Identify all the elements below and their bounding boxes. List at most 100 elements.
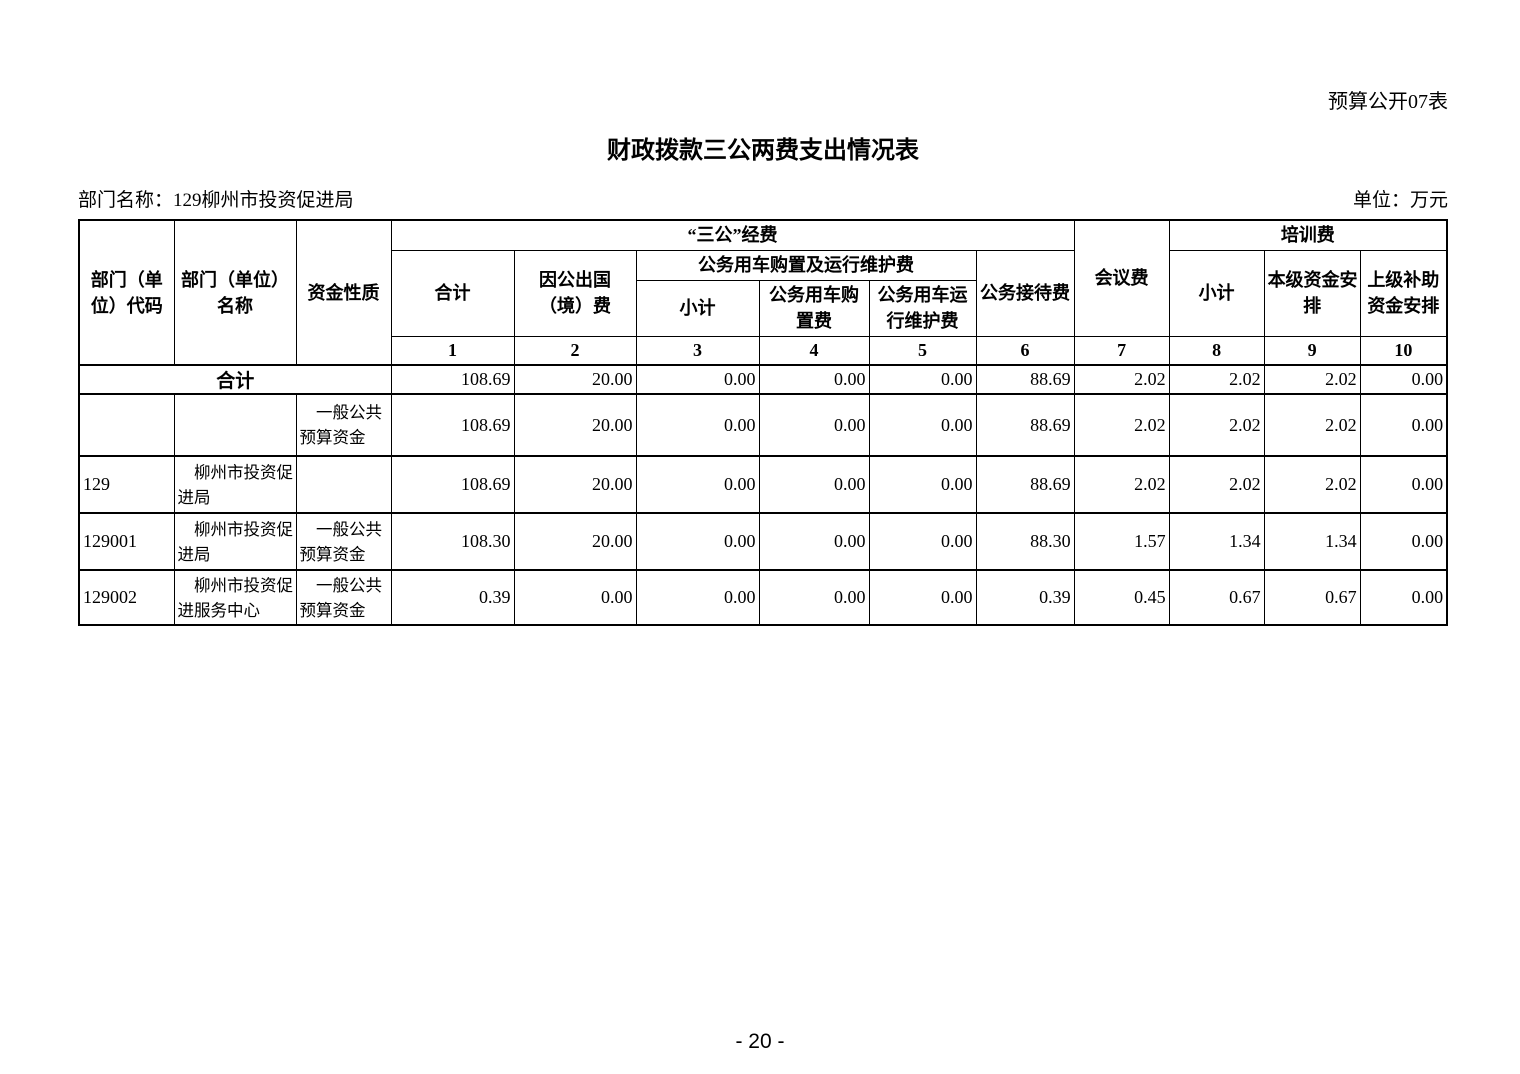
cell-dept-name: 柳州市投资促 进局 xyxy=(173,512,297,571)
cell-value: 2.02 xyxy=(1168,364,1265,395)
document-page: 预算公开07表 财政拨款三公两费支出情况表 部门名称：129柳州市投资促进局 单… xyxy=(78,91,1449,626)
cell-value: 0.00 xyxy=(513,569,637,626)
cell-value: 88.69 xyxy=(975,393,1075,457)
cell-value: 108.30 xyxy=(390,512,515,571)
header-total: 合计 xyxy=(390,249,515,337)
cell-value: 0.00 xyxy=(635,364,760,395)
cell-value: 88.30 xyxy=(975,512,1075,571)
cell-value: 0.00 xyxy=(758,569,870,626)
column-number: 1 xyxy=(390,335,515,366)
header-fund-type: 资金性质 xyxy=(295,219,392,366)
header-training-superior: 上级补助 资金安排 xyxy=(1359,249,1448,337)
cell-value: 0.00 xyxy=(868,455,977,514)
cell-value: 0.00 xyxy=(758,393,870,457)
cell-value: 20.00 xyxy=(513,455,637,514)
header-abroad-fee: 因公出国 （境）费 xyxy=(513,249,637,337)
cell-value: 20.00 xyxy=(513,364,637,395)
cell-value: 88.69 xyxy=(975,455,1075,514)
cell-value: 108.69 xyxy=(390,455,515,514)
page-title: 财政拨款三公两费支出情况表 xyxy=(607,138,919,164)
header-dept-code: 部门（单 位）代码 xyxy=(78,219,175,366)
cell-value: 2.02 xyxy=(1073,455,1170,514)
cell-fund-type: 一般公共 预算资金 xyxy=(295,393,392,457)
header-dept-name: 部门（单位） 名称 xyxy=(173,219,297,366)
cell-value: 0.00 xyxy=(868,569,977,626)
cell-value: 88.69 xyxy=(975,364,1075,395)
header-group-sangong: “三公”经费 xyxy=(390,219,1075,251)
cell-value: 0.00 xyxy=(758,512,870,571)
expenditure-table: 部门（单 位）代码 部门（单位） 名称 资金性质 “三公”经费 会议费 培训费 … xyxy=(78,219,1449,626)
cell-value: 0.39 xyxy=(975,569,1075,626)
cell-value: 2.02 xyxy=(1263,455,1361,514)
column-number: 8 xyxy=(1168,335,1265,366)
header-training-local: 本级资金安 排 xyxy=(1263,249,1361,337)
cell-dept-name: 柳州市投资促 进服务中心 xyxy=(173,569,297,626)
cell-value: 0.00 xyxy=(635,393,760,457)
header-group-training: 培训费 xyxy=(1168,219,1448,251)
cell-value: 1.34 xyxy=(1263,512,1361,571)
unit-label: 单位：万元 xyxy=(1352,190,1448,211)
cell-value: 108.69 xyxy=(390,393,515,457)
cell-value: 20.00 xyxy=(513,393,637,457)
column-number: 9 xyxy=(1263,335,1361,366)
table-row: 129001 柳州市投资促 进局 一般公共 预算资金 108.30 20.00 … xyxy=(78,512,1448,571)
cell-value: 2.02 xyxy=(1263,393,1361,457)
cell-value: 0.00 xyxy=(868,512,977,571)
column-number: 6 xyxy=(975,335,1075,366)
cell-value: 0.00 xyxy=(635,512,760,571)
cell-value: 0.00 xyxy=(1359,364,1448,395)
cell-value: 0.00 xyxy=(758,364,870,395)
cell-dept-code xyxy=(78,393,175,457)
cell-value: 0.00 xyxy=(1359,569,1448,626)
cell-fund-type: 一般公共 预算资金 xyxy=(295,512,392,571)
cell-dept-code: 129002 xyxy=(78,569,175,626)
header-vehicle-purchase: 公务用车购 置费 xyxy=(758,279,870,337)
cell-value: 0.00 xyxy=(1359,512,1448,571)
column-number: 2 xyxy=(513,335,637,366)
cell-value: 2.02 xyxy=(1168,455,1265,514)
header-training-subtotal: 小计 xyxy=(1168,249,1265,337)
total-row: 合计 108.69 20.00 0.00 0.00 0.00 88.69 2.0… xyxy=(78,364,1448,395)
header-vehicle-maintenance: 公务用车运 行维护费 xyxy=(868,279,977,337)
meta-row: 部门名称：129柳州市投资促进局 单位：万元 xyxy=(78,188,1448,214)
total-row-label: 合计 xyxy=(78,364,392,395)
cell-fund-type: 一般公共 预算资金 xyxy=(295,569,392,626)
cell-value: 20.00 xyxy=(513,512,637,571)
cell-value: 0.67 xyxy=(1263,569,1361,626)
column-number: 7 xyxy=(1073,335,1170,366)
cell-value: 0.45 xyxy=(1073,569,1170,626)
column-number: 10 xyxy=(1359,335,1448,366)
sheet-label: 预算公开07表 xyxy=(1328,91,1448,113)
header-vehicle-subtotal: 小计 xyxy=(635,279,760,337)
cell-fund-type xyxy=(295,455,392,514)
cell-dept-name xyxy=(173,393,297,457)
column-number: 4 xyxy=(758,335,870,366)
column-number: 5 xyxy=(868,335,977,366)
cell-value: 1.34 xyxy=(1168,512,1265,571)
cell-value: 0.39 xyxy=(390,569,515,626)
cell-dept-name: 柳州市投资促 进局 xyxy=(173,455,297,514)
cell-value: 108.69 xyxy=(390,364,515,395)
cell-value: 0.00 xyxy=(868,364,977,395)
header-meeting-fee: 会议费 xyxy=(1073,219,1170,337)
cell-value: 2.02 xyxy=(1168,393,1265,457)
cell-dept-code: 129001 xyxy=(78,512,175,571)
cell-value: 0.67 xyxy=(1168,569,1265,626)
cell-value: 0.00 xyxy=(635,569,760,626)
cell-value: 0.00 xyxy=(1359,455,1448,514)
page-number: - 20 - xyxy=(735,1030,785,1053)
cell-value: 2.02 xyxy=(1073,364,1170,395)
department-name-label: 部门名称：129柳州市投资促进局 xyxy=(78,190,354,211)
cell-value: 1.57 xyxy=(1073,512,1170,571)
cell-value: 2.02 xyxy=(1073,393,1170,457)
cell-value: 2.02 xyxy=(1263,364,1361,395)
cell-value: 0.00 xyxy=(635,455,760,514)
cell-dept-code: 129 xyxy=(78,455,175,514)
table-row: 一般公共 预算资金 108.69 20.00 0.00 0.00 0.00 88… xyxy=(78,393,1448,457)
table-row: 129002 柳州市投资促 进服务中心 一般公共 预算资金 0.39 0.00 … xyxy=(78,569,1448,626)
cell-value: 0.00 xyxy=(758,455,870,514)
header-group-vehicle: 公务用车购置及运行维护费 xyxy=(635,249,977,281)
cell-value: 0.00 xyxy=(1359,393,1448,457)
column-number: 3 xyxy=(635,335,760,366)
header-reception-fee: 公务接待费 xyxy=(975,249,1075,337)
